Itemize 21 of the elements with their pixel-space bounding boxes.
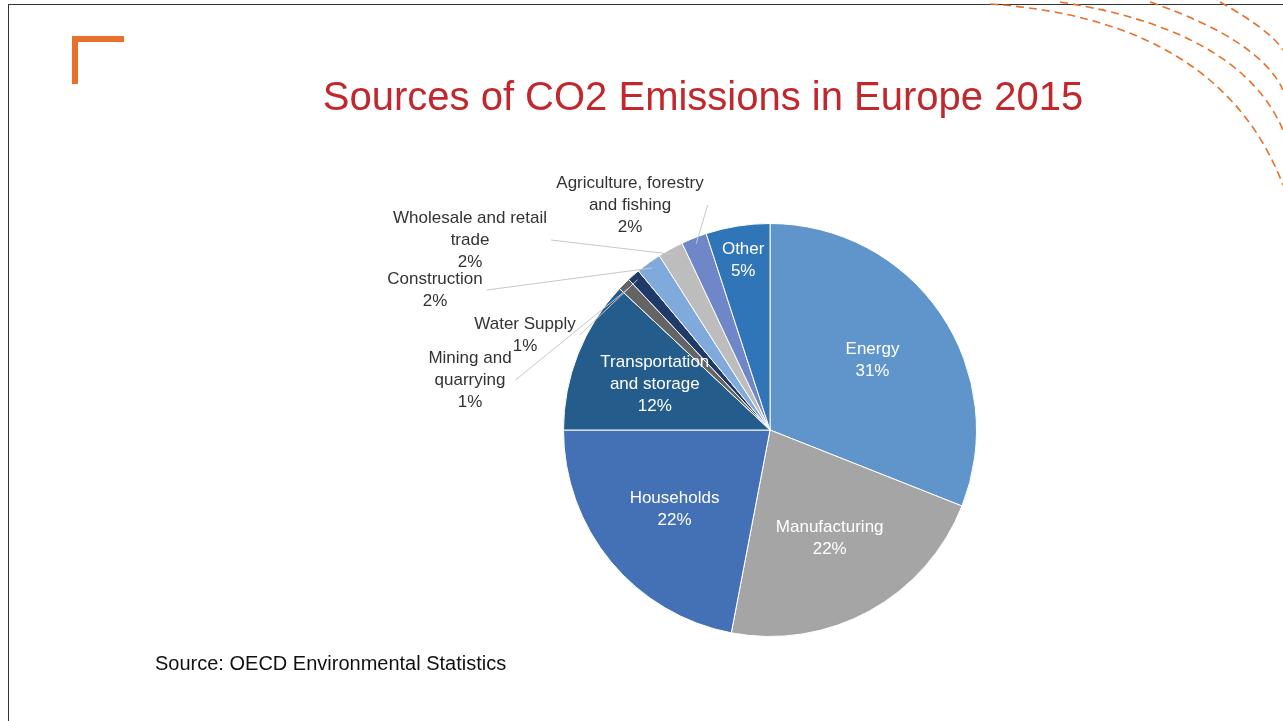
data-label: 2% bbox=[422, 290, 448, 310]
slice-label: Households bbox=[629, 487, 720, 507]
slice-label: Agriculture, forestry and fishing bbox=[556, 172, 705, 214]
slice-label: Mining and quarrying bbox=[428, 347, 512, 389]
slice-label: Other bbox=[721, 239, 765, 259]
slice-label: Construction bbox=[387, 268, 483, 288]
source-note: Source: OECD Environmental Statistics bbox=[155, 652, 507, 675]
data-label: 2% bbox=[617, 216, 643, 236]
data-label: 12% bbox=[637, 396, 672, 416]
slice-label: Wholesale and retail trade bbox=[392, 207, 548, 249]
slice-label: Water Supply bbox=[474, 313, 577, 333]
data-label: 2% bbox=[457, 251, 483, 271]
slice-label: Manufacturing bbox=[775, 517, 884, 537]
data-label: 5% bbox=[730, 261, 756, 281]
chart-title: Sources of CO2 Emissions in Europe 2015 bbox=[321, 74, 1085, 119]
slice-label: Energy bbox=[845, 339, 900, 359]
data-label: 22% bbox=[657, 509, 692, 529]
data-label: 22% bbox=[812, 539, 847, 559]
data-label: 1% bbox=[512, 335, 538, 355]
data-label: 1% bbox=[457, 391, 483, 411]
data-label: 31% bbox=[855, 361, 890, 381]
